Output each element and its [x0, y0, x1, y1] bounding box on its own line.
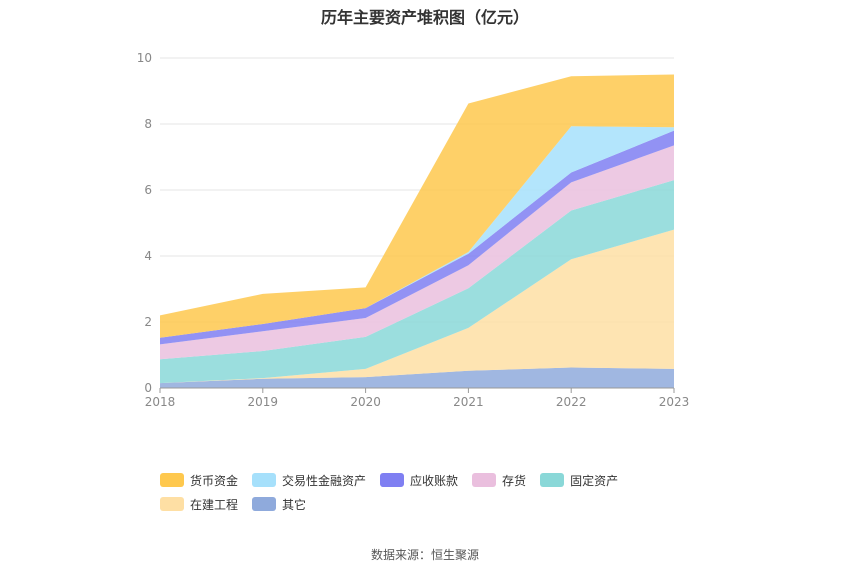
data-source: 数据来源：恒生聚源	[370, 548, 479, 562]
area-固定资产[interactable]	[160, 180, 674, 384]
legend-swatch	[252, 473, 277, 487]
y-tick-label: 8	[144, 117, 152, 131]
legend-label: 货币资金	[190, 473, 239, 488]
legend-swatch	[380, 473, 405, 487]
x-tick-label: 2021	[453, 395, 484, 409]
y-tick-label: 4	[144, 249, 152, 263]
legend-label: 在建工程	[190, 497, 239, 512]
legend-item[interactable]: 应收账款	[380, 472, 458, 488]
legend-swatch	[252, 497, 277, 511]
legend-label: 应收账款	[410, 473, 459, 488]
area-存货[interactable]	[160, 145, 674, 360]
legend-item[interactable]: 交易性金融资产	[252, 472, 366, 488]
legend-swatch	[540, 473, 565, 487]
legend-item[interactable]: 固定资产	[540, 472, 618, 488]
legend-swatch	[472, 473, 497, 487]
legend-swatch	[160, 497, 184, 511]
area-在建工程[interactable]	[160, 229, 674, 384]
x-tick-label: 2020	[350, 395, 381, 409]
y-tick-label: 10	[137, 51, 152, 65]
legend-label: 固定资产	[570, 473, 619, 488]
legend-item[interactable]: 在建工程	[160, 496, 238, 512]
legend-label: 交易性金融资产	[282, 473, 367, 488]
y-tick-label: 6	[144, 183, 152, 197]
x-axis: 2018 2019 2020 2021 2022 2023	[145, 387, 690, 409]
area-交易性金融资产[interactable]	[160, 126, 674, 338]
legend-swatch	[160, 473, 184, 487]
y-axis: 0 2 4 6 8 10	[137, 51, 152, 395]
legend-item[interactable]: 货币资金	[160, 472, 238, 488]
area-应收账款[interactable]	[160, 130, 674, 345]
y-tick-label: 2	[144, 315, 152, 329]
area-货币资金[interactable]	[160, 74, 674, 338]
y-tick-label: 0	[144, 381, 152, 395]
area-其它[interactable]	[160, 367, 674, 389]
x-tick-label: 2023	[659, 395, 690, 409]
legend-item[interactable]: 其它	[252, 496, 306, 512]
x-tick-label: 2022	[556, 395, 587, 409]
area-series	[160, 74, 674, 389]
chart-title: 历年主要资产堆积图（亿元）	[320, 8, 529, 27]
legend: 货币资金 交易性金融资产 应收账款 存货 固定资产在建工程 其它	[160, 472, 720, 520]
legend-label: 存货	[502, 473, 527, 488]
legend-label: 其它	[282, 497, 307, 512]
x-tick-label: 2018	[145, 395, 176, 409]
legend-item[interactable]: 存货	[472, 472, 526, 488]
x-tick-label: 2019	[248, 395, 279, 409]
